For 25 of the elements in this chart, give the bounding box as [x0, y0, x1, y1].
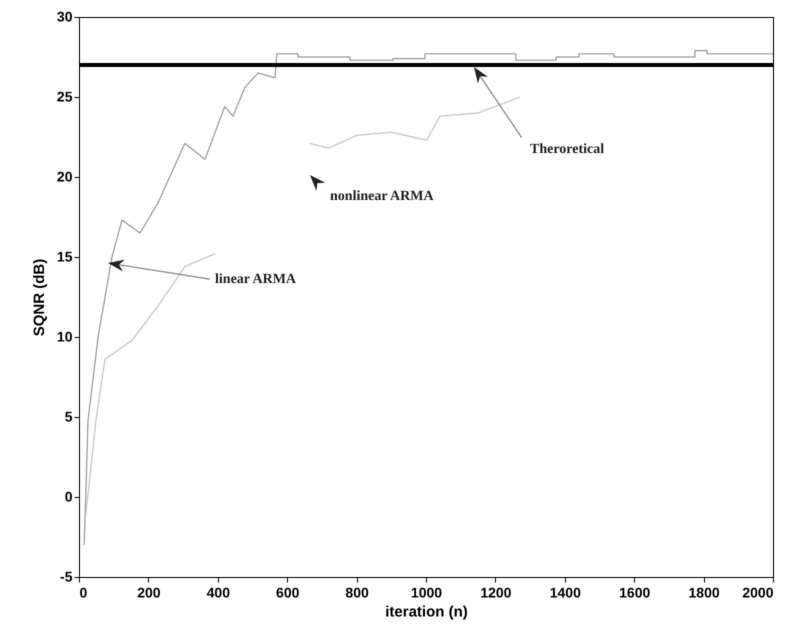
x-tick-label: 1400: [550, 584, 582, 600]
y-tick-label: 10: [56, 328, 73, 344]
x-tick-label: 1600: [619, 584, 650, 600]
y-tick-label: 30: [56, 8, 73, 24]
y-tick-label: 0: [64, 488, 73, 504]
y-tick-label: -5: [60, 568, 73, 584]
line-series: [84, 50, 773, 546]
annotation: Theroretical: [530, 142, 604, 158]
x-tick-label: 400: [206, 584, 230, 600]
x-tick-label: 600: [276, 584, 300, 600]
x-axis-title: iteration (n): [385, 604, 468, 620]
x-tick-label: 1000: [410, 584, 442, 600]
y-tick-label: 20: [56, 168, 73, 184]
x-tick-label: 800: [345, 584, 369, 600]
x-tick-label: 1200: [480, 584, 512, 600]
x-tick-label: 1800: [688, 584, 720, 600]
annotation: linear ARMA: [215, 272, 297, 288]
annotation: nonlinear ARMA: [330, 189, 434, 204]
y-tick-label: 5: [64, 408, 73, 424]
y-tick-label: 25: [56, 88, 73, 104]
y-axis-title: SQNR (dB): [30, 258, 48, 336]
x-tick-label: 0: [80, 584, 88, 600]
x-tick-label: 200: [137, 584, 161, 600]
y-tick-label: 15: [56, 248, 73, 264]
x-tick-label: 2000: [742, 584, 774, 600]
